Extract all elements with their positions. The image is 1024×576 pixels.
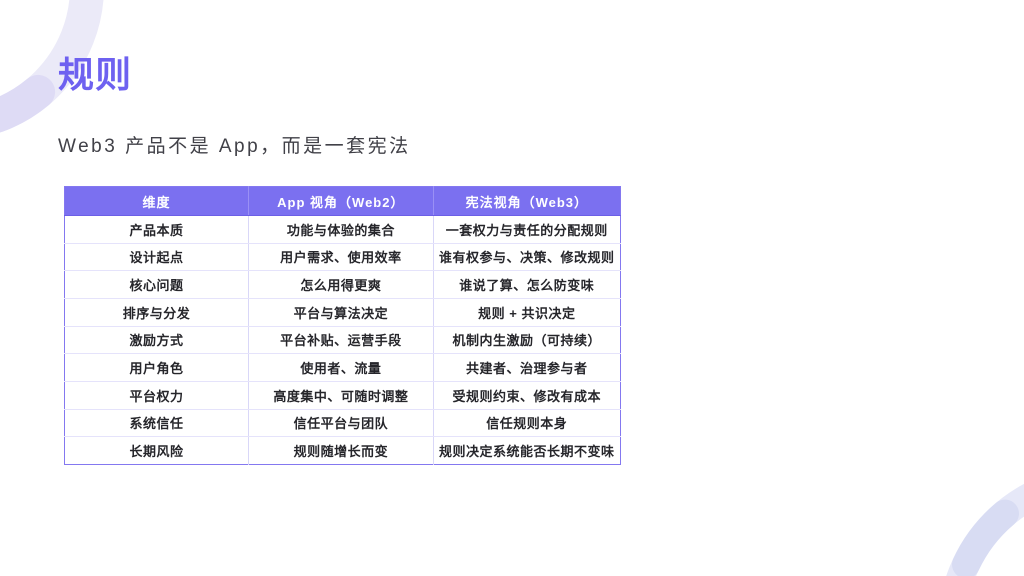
web3-cell: 一套权力与责任的分配规则: [433, 215, 621, 244]
table-row: 核心问题 怎么用得更爽 谁说了算、怎么防变味: [64, 270, 621, 299]
table-row: 长期风险 规则随增长而变 规则决定系统能否长期不变味: [64, 436, 621, 465]
table-row: 排序与分发 平台与算法决定 规则 + 共识决定: [64, 298, 621, 327]
web2-cell: 信任平台与团队: [248, 409, 434, 438]
dimension-cell: 激励方式: [64, 326, 250, 355]
table-row: 激励方式 平台补贴、运营手段 机制内生激励（可持续）: [64, 326, 621, 355]
dimension-cell: 产品本质: [64, 215, 250, 244]
web3-cell: 谁说了算、怎么防变味: [433, 270, 621, 299]
web3-cell: 信任规则本身: [433, 409, 621, 438]
web3-cell: 谁有权参与、决策、修改规则: [433, 243, 621, 272]
table-row: 设计起点 用户需求、使用效率 谁有权参与、决策、修改规则: [64, 243, 621, 272]
web2-cell: 使用者、流量: [248, 353, 434, 382]
table-row: 用户角色 使用者、流量 共建者、治理参与者: [64, 353, 621, 382]
web2-cell: 平台与算法决定: [248, 298, 434, 327]
web3-cell: 受规则约束、修改有成本: [433, 381, 621, 410]
dimension-cell: 系统信任: [64, 409, 250, 438]
dimension-cell: 核心问题: [64, 270, 250, 299]
table-row: 产品本质 功能与体验的集合 一套权力与责任的分配规则: [64, 215, 621, 244]
dimension-cell: 用户角色: [64, 353, 250, 382]
ring-bottom-right: [946, 483, 1024, 576]
column-header-dimension: 维度: [64, 186, 250, 216]
ring-top-left-dark-segment: [0, 74, 56, 133]
table-row: 系统信任 信任平台与团队 信任规则本身: [64, 409, 621, 438]
web2-cell: 高度集中、可随时调整: [248, 381, 434, 410]
web3-cell: 共建者、治理参与者: [433, 353, 621, 382]
web3-cell: 机制内生激励（可持续）: [433, 326, 621, 355]
web2-cell: 功能与体验的集合: [248, 215, 434, 244]
dimension-cell: 平台权力: [64, 381, 250, 410]
column-header-web3: 宪法视角（Web3）: [433, 186, 621, 216]
table-header: 维度 App 视角（Web2） 宪法视角（Web3）: [64, 186, 621, 216]
table-header-row: 维度 App 视角（Web2） 宪法视角（Web3）: [64, 186, 621, 216]
web3-cell: 规则 + 共识决定: [433, 298, 621, 327]
web2-cell: 规则随增长而变: [248, 436, 434, 465]
web2-cell: 用户需求、使用效率: [248, 243, 434, 272]
web2-cell: 怎么用得更爽: [248, 270, 434, 299]
dimension-cell: 长期风险: [64, 436, 250, 465]
dimension-cell: 排序与分发: [64, 298, 250, 327]
dimension-cell: 设计起点: [64, 243, 250, 272]
slide-subtitle: Web3 产品不是 App，而是一套宪法: [58, 136, 411, 157]
web3-cell: 规则决定系统能否长期不变味: [433, 436, 621, 465]
comparison-table: 维度 App 视角（Web2） 宪法视角（Web3） 产品本质 功能与体验的集合…: [64, 186, 621, 465]
column-header-web2: App 视角（Web2）: [248, 186, 434, 216]
page-title: 规则: [58, 54, 133, 95]
web2-cell: 平台补贴、运营手段: [248, 326, 434, 355]
table-row: 平台权力 高度集中、可随时调整 受规则约束、修改有成本: [64, 381, 621, 410]
ring-bottom-right-dark-segment: [952, 499, 1019, 576]
table-body: 产品本质 功能与体验的集合 一套权力与责任的分配规则 设计起点 用户需求、使用效…: [64, 215, 621, 465]
